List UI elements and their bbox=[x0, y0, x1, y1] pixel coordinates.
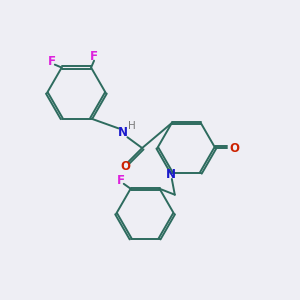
Text: N: N bbox=[118, 126, 128, 139]
Text: O: O bbox=[121, 160, 130, 173]
Text: H: H bbox=[128, 122, 136, 131]
Text: O: O bbox=[229, 142, 239, 154]
Text: F: F bbox=[48, 55, 56, 68]
Text: N: N bbox=[166, 168, 176, 181]
Text: F: F bbox=[117, 174, 125, 188]
Text: F: F bbox=[90, 50, 98, 63]
